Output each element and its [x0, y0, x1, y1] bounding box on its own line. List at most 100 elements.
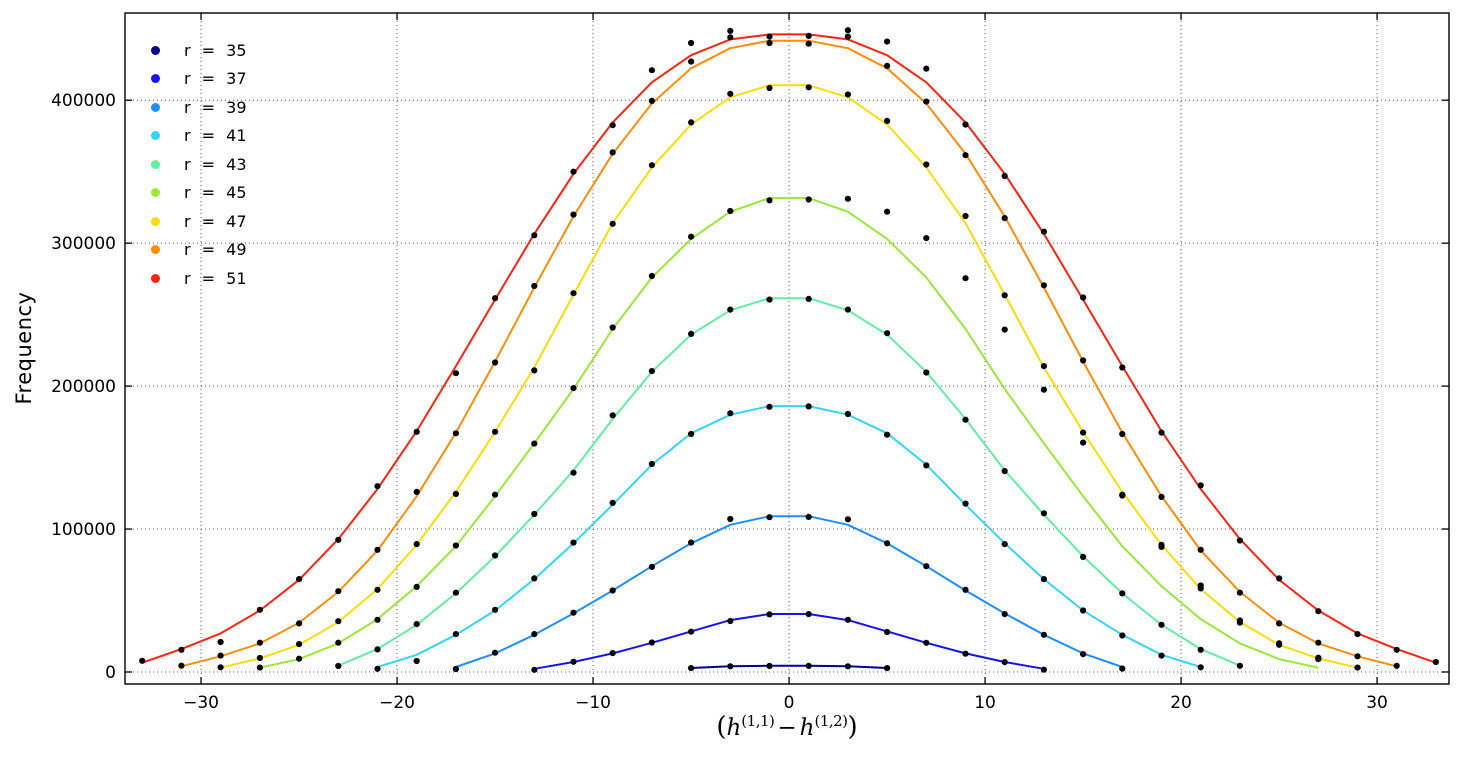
data-point-r49	[1276, 620, 1283, 627]
legend-item-r41: r = 41	[140, 122, 247, 151]
data-point-r43	[1158, 621, 1165, 628]
data-point-r39	[492, 649, 499, 656]
legend-item-r47: r = 47	[140, 207, 247, 236]
y-tick-label: 100000	[51, 520, 116, 540]
fit-line-r43	[337, 297, 1241, 667]
data-point-r49	[374, 546, 381, 553]
data-point-r45	[256, 664, 263, 671]
data-point-r35	[805, 662, 812, 670]
data-point-r47	[1276, 641, 1283, 648]
legend-marker-icon	[151, 159, 160, 169]
x-axis-label: (h(1,1) − h(1,2))	[716, 712, 857, 742]
data-point-r45	[570, 385, 577, 392]
data-point-r47	[256, 654, 263, 662]
data-point-r51	[531, 232, 538, 239]
data-point-r43	[1119, 590, 1126, 597]
data-point-r47	[766, 84, 773, 92]
data-point-r47	[531, 367, 538, 374]
data-point-r43	[766, 296, 773, 303]
data-point-r43	[609, 412, 616, 419]
data-point-r41	[688, 430, 695, 438]
data-point-r39	[1119, 665, 1126, 672]
data-point-r45	[962, 275, 969, 282]
data-point-r47	[688, 119, 695, 126]
data-point-r45	[1040, 386, 1047, 393]
data-point-r41	[648, 460, 656, 468]
data-point-r43	[1080, 553, 1087, 561]
data-point-r43	[1001, 468, 1008, 475]
data-point-r43	[648, 368, 656, 375]
legend-label: r = 41	[184, 126, 247, 146]
data-point-r35	[844, 663, 852, 670]
data-point-r51	[1315, 608, 1322, 615]
data-point-r51	[1158, 429, 1165, 436]
data-point-r49	[1080, 357, 1087, 364]
data-point-r45	[884, 208, 891, 215]
data-point-r51	[688, 39, 695, 47]
data-point-r47	[1354, 664, 1361, 671]
data-point-r49	[727, 34, 734, 41]
legend-item-r45: r = 45	[140, 179, 247, 208]
data-point-r39	[805, 513, 812, 521]
data-point-r41	[884, 431, 891, 438]
fit-line-r49	[181, 39, 1397, 668]
fit-line-r39	[455, 515, 1123, 668]
data-point-r51	[1354, 631, 1361, 638]
data-point-r37	[805, 611, 812, 618]
data-point-r37	[766, 611, 773, 618]
data-point-r43	[492, 552, 499, 559]
data-point-r39	[884, 540, 891, 547]
data-point-r47	[805, 84, 812, 91]
x-label-sup2: (1,2)	[814, 712, 848, 730]
y-axis-label: Frequency	[12, 291, 36, 405]
data-point-r51	[609, 122, 616, 129]
data-point-r43	[1040, 510, 1047, 517]
data-point-r51	[1276, 575, 1283, 582]
data-point-r39	[452, 665, 459, 673]
data-point-r49	[1158, 493, 1165, 500]
data-point-r47	[413, 541, 420, 548]
data-point-r41	[727, 410, 734, 417]
data-point-r43	[413, 621, 420, 628]
data-point-r39	[1040, 631, 1047, 638]
data-point-r45	[413, 583, 420, 591]
data-point-r35	[884, 665, 891, 672]
data-point-r45	[1080, 439, 1087, 446]
data-point-r43	[374, 646, 381, 653]
data-point-r51	[805, 32, 812, 40]
data-point-r49	[1197, 546, 1204, 553]
data-point-r51	[1119, 364, 1126, 371]
data-point-r45	[374, 616, 381, 623]
legend-label: r = 37	[184, 69, 247, 89]
data-point-r47	[648, 162, 656, 169]
data-point-r45	[531, 440, 538, 447]
fit-line-r47	[220, 84, 1358, 669]
data-point-r47	[609, 220, 616, 227]
legend-item-r49: r = 49	[140, 236, 247, 265]
data-point-r49	[413, 488, 420, 495]
data-point-r45	[844, 195, 852, 202]
data-point-r41	[374, 665, 381, 672]
data-point-r43	[844, 306, 852, 313]
x-tick-label: −20	[379, 693, 415, 713]
data-point-r41	[1040, 576, 1047, 583]
data-point-r43	[1197, 646, 1204, 653]
fit-line-r37	[534, 613, 1045, 670]
data-point-r41	[1197, 664, 1204, 671]
legend-item-r51: r = 51	[140, 264, 247, 293]
data-point-r41	[1080, 607, 1087, 614]
fit-line-r51	[141, 33, 1437, 664]
data-point-r47	[492, 428, 499, 435]
data-point-r49	[335, 588, 342, 595]
data-point-r51	[296, 576, 303, 583]
data-point-r43	[570, 469, 577, 476]
data-point-r37	[844, 616, 852, 623]
data-point-r41	[805, 403, 812, 410]
data-point-r47	[1040, 363, 1047, 370]
x-label-open-paren: (	[716, 712, 727, 742]
data-point-r47	[1001, 292, 1008, 299]
legend-item-r35: r = 35	[140, 36, 247, 65]
data-point-r51	[139, 657, 146, 664]
data-point-r49	[884, 62, 891, 69]
data-point-r47	[335, 618, 342, 625]
